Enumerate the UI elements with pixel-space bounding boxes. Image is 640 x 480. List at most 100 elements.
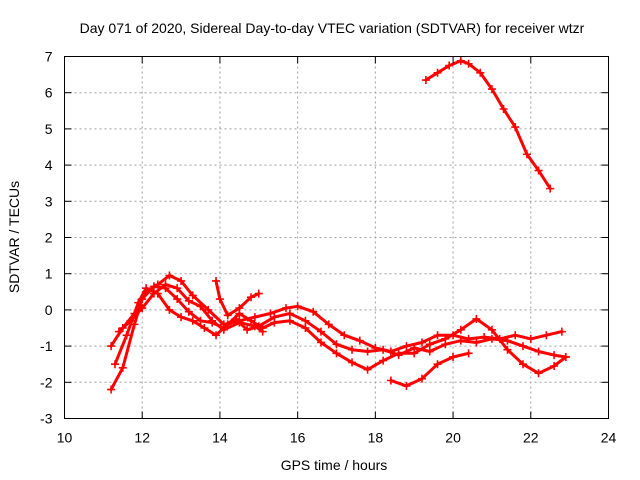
series-track-1	[421, 56, 555, 193]
data-point	[177, 276, 186, 285]
data-point	[332, 340, 341, 349]
data-point	[107, 385, 116, 394]
data-point	[142, 284, 151, 293]
data-point	[138, 304, 147, 313]
x-tick-label: 16	[290, 430, 306, 446]
data-point	[114, 327, 123, 336]
data-point	[433, 331, 442, 340]
series-line	[109, 284, 568, 391]
data-point	[456, 56, 465, 65]
data-point	[464, 59, 473, 68]
y-tick-label: -1	[40, 338, 53, 354]
data-point	[456, 336, 465, 345]
data-point	[293, 302, 302, 311]
data-point	[561, 352, 570, 361]
data-point	[130, 320, 139, 329]
y-tick-label: 2	[45, 230, 53, 246]
data-point	[208, 316, 217, 325]
data-point	[215, 295, 224, 304]
data-point	[188, 316, 197, 325]
chart-title: Day 071 of 2020, Sidereal Day-to-day VTE…	[80, 20, 585, 36]
data-point	[165, 305, 174, 314]
data-point	[472, 338, 481, 347]
series-track-6	[212, 276, 263, 320]
data-point	[348, 345, 357, 354]
data-point	[487, 325, 496, 334]
data-point	[316, 327, 325, 336]
x-tick-label: 14	[212, 430, 228, 446]
y-tick-label: 1	[45, 266, 53, 282]
axis-ticks	[64, 56, 609, 419]
grid	[64, 56, 609, 419]
data-point	[200, 324, 209, 332]
data-point	[550, 362, 559, 371]
data-point	[542, 331, 551, 340]
series-track-2	[107, 271, 566, 356]
data-point	[476, 68, 485, 77]
data-point	[118, 363, 127, 372]
data-point	[184, 307, 193, 316]
y-tick-label: 6	[45, 85, 53, 101]
data-point	[285, 309, 294, 318]
data-point	[511, 123, 520, 132]
data-point	[316, 338, 325, 347]
data-point	[499, 104, 508, 113]
data-point	[421, 76, 430, 85]
data-point	[550, 351, 559, 360]
data-point	[149, 289, 158, 298]
data-series	[107, 56, 570, 394]
data-point	[247, 316, 256, 325]
series-line	[113, 286, 568, 375]
data-point	[107, 342, 116, 351]
data-point	[379, 356, 388, 365]
data-point	[355, 336, 364, 345]
data-point	[386, 376, 395, 385]
data-point	[126, 316, 135, 325]
y-tick-label: -2	[40, 374, 53, 390]
data-point	[301, 324, 310, 332]
y-tick-label: 3	[45, 193, 53, 209]
y-tick-label: 0	[45, 302, 53, 318]
data-point	[122, 331, 131, 340]
data-point	[212, 276, 221, 285]
data-point	[161, 280, 170, 289]
data-point	[472, 314, 481, 323]
data-point	[184, 296, 193, 305]
series-line	[424, 59, 552, 191]
data-point	[534, 166, 543, 175]
data-point	[235, 304, 244, 313]
y-axis-label: SDTVAR / TECUs	[6, 181, 22, 293]
data-point	[546, 184, 555, 193]
data-point	[417, 374, 426, 383]
data-point	[250, 313, 259, 322]
data-point	[456, 325, 465, 334]
data-point	[247, 293, 256, 302]
y-tick-labels: -3 -2 -1 0 1 2 3 4 5 6 7	[40, 49, 53, 427]
data-point	[511, 331, 520, 340]
x-tick-labels: 10 12 14 16 18 20 22 24	[57, 430, 617, 446]
x-tick-label: 24	[601, 430, 617, 446]
data-point	[204, 305, 213, 314]
y-tick-label: 7	[45, 49, 53, 65]
data-point	[503, 345, 512, 354]
data-point	[285, 316, 294, 325]
data-point	[173, 295, 182, 304]
x-axis-label: GPS time / hours	[281, 457, 388, 473]
data-point	[402, 381, 411, 390]
data-point	[231, 314, 240, 323]
x-tick-label: 22	[523, 430, 539, 446]
series-track-5	[114, 280, 267, 336]
data-point	[402, 342, 411, 351]
data-point	[534, 369, 543, 378]
data-point	[425, 347, 434, 356]
data-point	[235, 318, 244, 327]
data-point	[487, 85, 496, 94]
data-point	[258, 327, 267, 336]
x-tick-label: 18	[368, 430, 384, 446]
data-point	[266, 309, 275, 318]
series-track-4	[107, 282, 570, 394]
data-point	[212, 331, 221, 340]
data-point	[433, 68, 442, 77]
